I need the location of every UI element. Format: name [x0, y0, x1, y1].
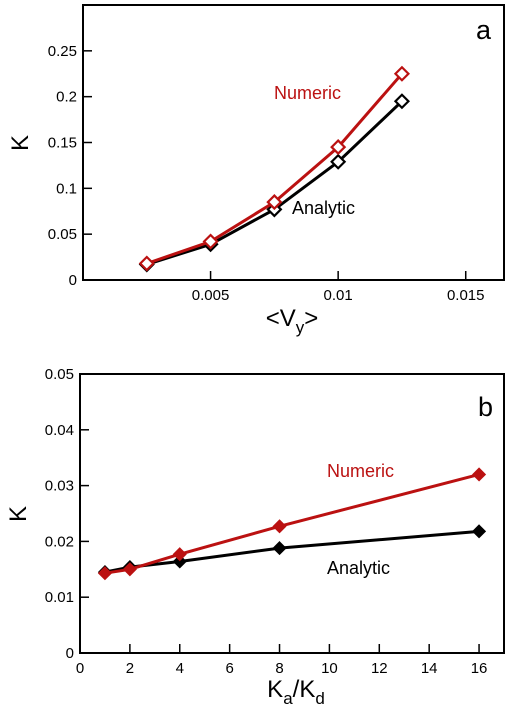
data-point-numeric-a: [202, 233, 219, 250]
x-tick-label-b: 10: [321, 660, 338, 677]
data-point-analytic-b: [472, 524, 487, 539]
x-tick-label-b: 0: [76, 660, 84, 677]
data-point-numeric-a: [330, 139, 347, 156]
x-tick-label-b: 12: [371, 660, 388, 677]
y-tick-label-b: 0.02: [45, 533, 74, 550]
x-axis-title-b: Ka/Kd: [267, 676, 325, 708]
x-axis-title-a: <Vy>: [266, 305, 319, 337]
x-tick-label-b: 2: [126, 660, 134, 677]
x-tick-label-b: 14: [421, 660, 438, 677]
series-b: [97, 467, 487, 581]
data-point-analytic-a: [393, 93, 410, 110]
series-label-analytic-b: Analytic: [327, 558, 390, 578]
series-label-numeric-a: Numeric: [274, 83, 341, 103]
series-line-analytic-a: [146, 100, 403, 266]
data-point-numeric-b: [272, 519, 287, 534]
plot-frame-a: [82, 4, 505, 281]
x-axis-title-b-k: K: [267, 676, 283, 703]
x-axis-title-a-main: <V: [266, 305, 296, 332]
y-tick-label-a: 0.05: [48, 226, 77, 243]
x-tick-label-b: 16: [471, 660, 488, 677]
y-tick-label-b: 0.04: [45, 422, 74, 439]
y-tick-label-b: 0.01: [45, 589, 74, 606]
x-axis-title-b-sub-d: d: [315, 689, 324, 708]
plot-frame-b: [79, 373, 505, 654]
x-axis-title-b-sub-a: a: [283, 689, 293, 708]
x-tick-label-a: 0.01: [324, 287, 353, 304]
data-point-numeric-b: [97, 566, 112, 581]
data-point-numeric-b: [122, 562, 137, 577]
x-tick-label-b: 8: [275, 660, 283, 677]
series-a: [138, 65, 410, 273]
data-point-numeric-b: [472, 467, 487, 482]
data-point-numeric-a: [266, 194, 283, 211]
series-label-numeric-b: Numeric: [327, 461, 394, 481]
series-label-analytic-a: Analytic: [292, 198, 355, 218]
series-line-numeric-b: [104, 472, 480, 575]
x-tick-label-a: 0.005: [192, 287, 230, 304]
y-axis-title-b: K: [5, 506, 32, 522]
y-tick-label-a: 0: [69, 272, 77, 289]
data-point-analytic-a: [330, 153, 347, 170]
panel-a: 0.005 0.01 0.015 0 0.05 0.1 0.15 0.2 0.25 a K <V…: [7, 4, 505, 337]
y-tick-label-a: 0.25: [48, 43, 77, 60]
y-tick-label-a: 0.2: [56, 89, 77, 106]
ticks-b: 0 2 4 6 8 10 12 14 16 0 0.01 0.02 0.03 0.04 0.05: [45, 366, 488, 677]
y-tick-label-b: 0.03: [45, 478, 74, 495]
x-tick-label-b: 4: [176, 660, 184, 677]
y-axis-title-a: K: [7, 135, 34, 151]
data-point-numeric-a: [138, 255, 155, 272]
series-line-analytic-b: [104, 529, 480, 574]
data-point-analytic-b: [272, 541, 287, 556]
y-tick-label-b: 0.05: [45, 366, 74, 383]
x-axis-title-b-mid: /K: [293, 676, 316, 703]
panel-label-a: a: [476, 15, 492, 45]
y-tick-label-a: 0.1: [56, 180, 77, 197]
x-axis-title-a-end: >: [304, 305, 318, 332]
x-tick-label-b: 6: [225, 660, 233, 677]
data-point-analytic-b: [172, 554, 187, 569]
x-axis-title-a-sub: y: [296, 318, 305, 337]
data-point-numeric-a: [393, 65, 410, 82]
ticks-a: 0.005 0.01 0.015 0 0.05 0.1 0.15 0.2 0.25: [48, 43, 485, 304]
y-tick-label-a: 0.15: [48, 135, 77, 152]
panel-b: 0 2 4 6 8 10 12 14 16 0 0.01 0.02 0.03 0.04 0.05 b K K…: [5, 366, 505, 708]
y-tick-label-b: 0: [66, 645, 74, 662]
x-tick-label-a: 0.015: [447, 287, 485, 304]
data-point-numeric-b: [172, 547, 187, 562]
panel-label-b: b: [478, 392, 493, 422]
